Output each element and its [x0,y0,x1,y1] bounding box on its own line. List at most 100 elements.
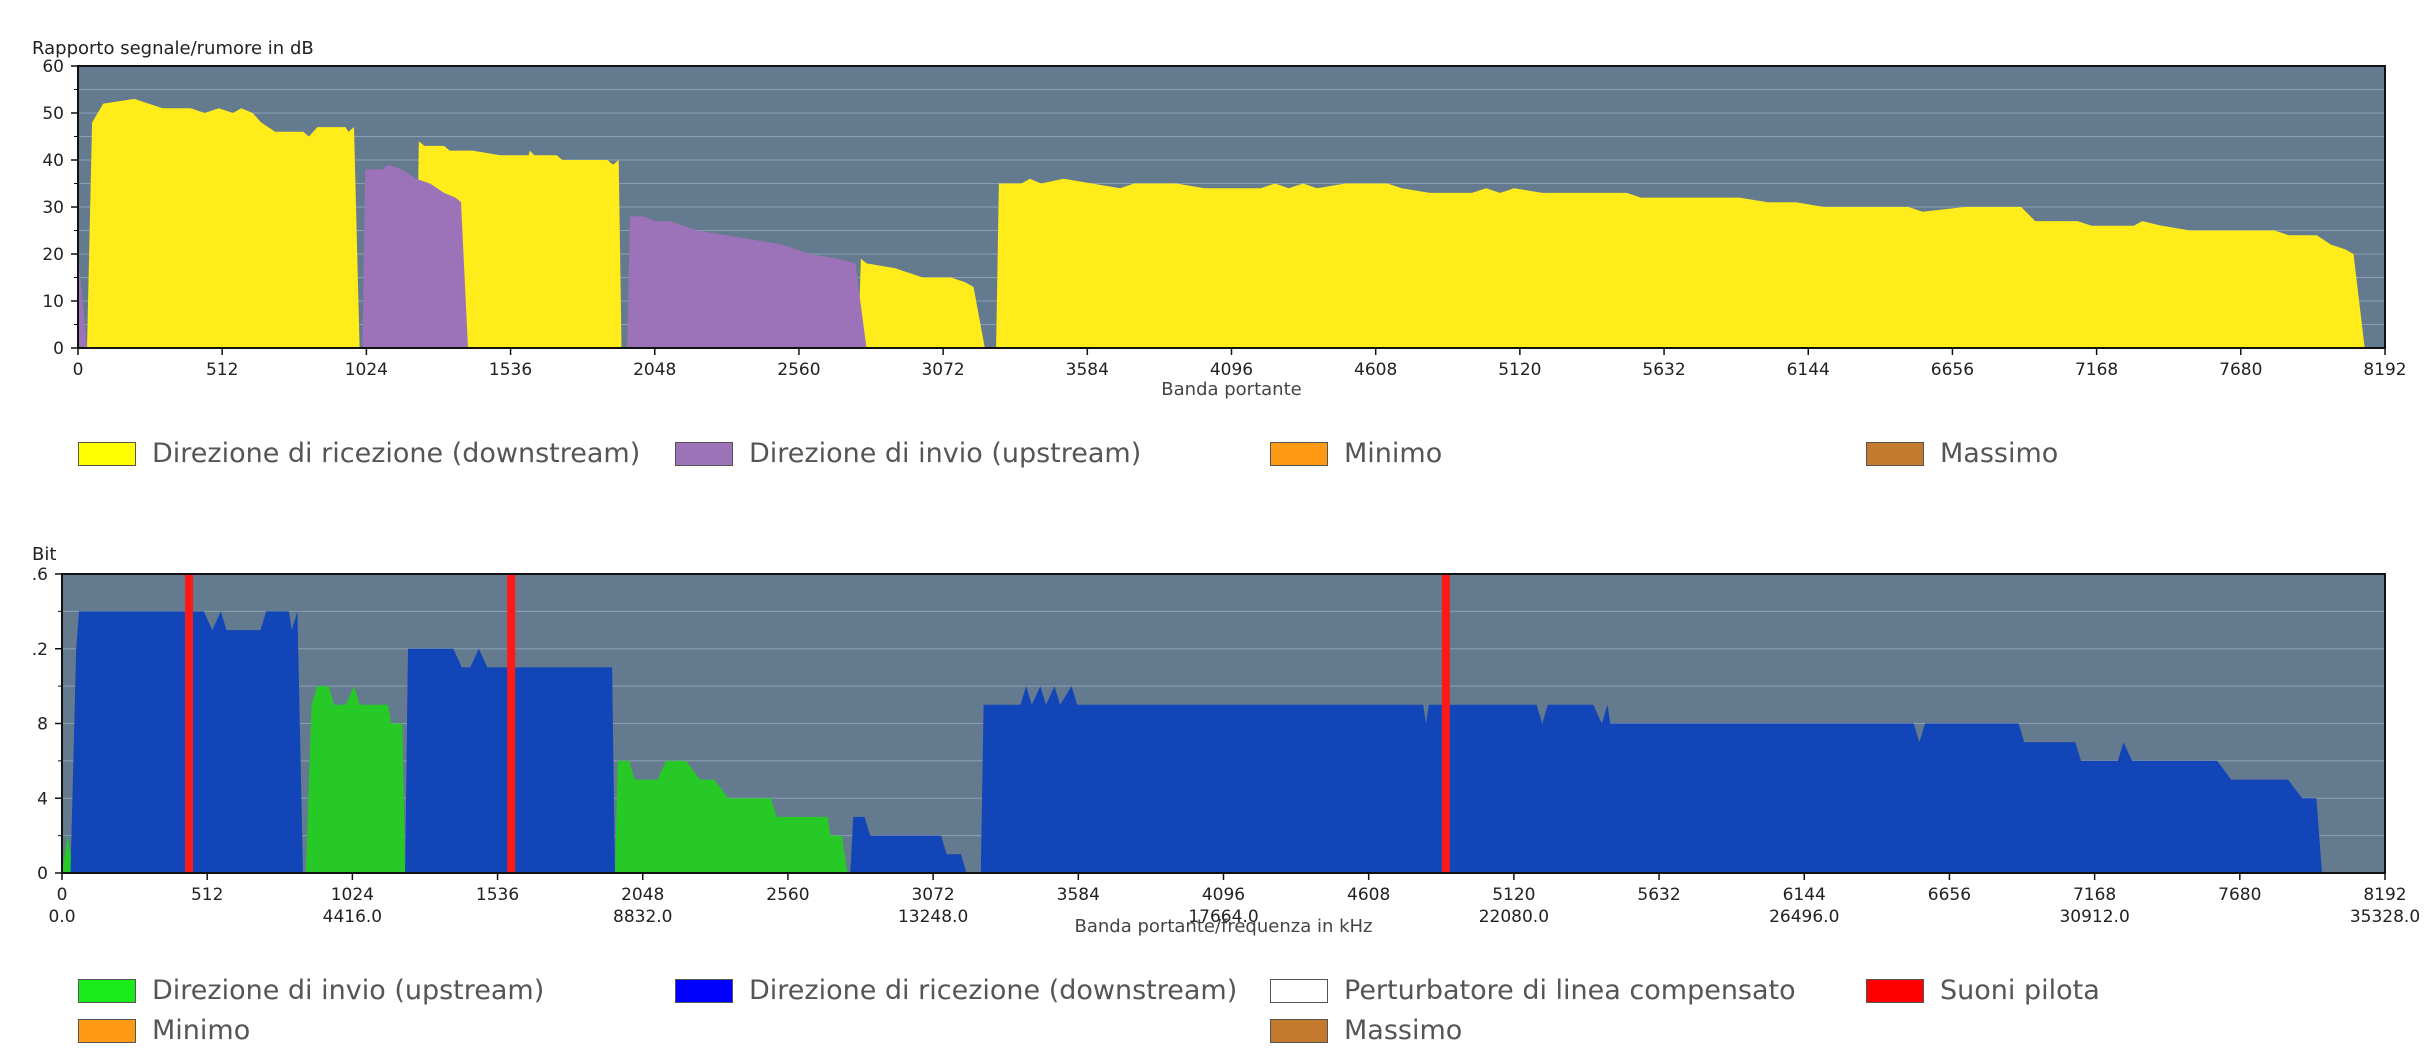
x-freq-label: 17664.0 [1188,907,1258,927]
series-area [858,258,985,348]
legend-label: Suoni pilota [1940,975,2100,1006]
x-freq-label: 0.0 [48,907,75,927]
x-axis-title: Banda portante [1161,379,1301,400]
legend-label: Minimo [152,1015,251,1046]
legend-swatch [675,978,733,1003]
x-tick-label: 4608 [1347,885,1390,905]
series-area [62,835,74,873]
y-tick-label: 4 [37,789,48,809]
series-area [362,164,468,348]
x-tick-label: 512 [206,360,238,380]
legend2-minimo: Minimo [78,1015,250,1046]
legend-label: Direzione di invio (upstream) [152,975,545,1006]
legend1-massimo: Massimo [1866,438,2058,469]
x-tick-label: 4096 [1202,885,1245,905]
y-tick-label: 0 [53,339,64,359]
x-tick-label: 2048 [621,885,664,905]
x-tick-label: 5632 [1642,360,1685,380]
legend2-perturbatore: Perturbatore di linea compensato [1270,975,1796,1006]
legend-label: Direzione di invio (upstream) [749,438,1142,469]
legend-swatch [1866,978,1924,1003]
legend2-downstream: Direzione di ricezione (downstream) [675,975,1237,1006]
y-tick-label: 30 [42,198,64,218]
legend2-massimo: Massimo [1270,1015,1462,1046]
x-freq-label: 22080.0 [1479,907,1549,927]
legend-swatch [675,441,733,466]
legend-label: Direzione di ricezione (downstream) [749,975,1238,1006]
series-area [615,760,848,873]
y-tick-label: .2 [32,640,48,660]
series-area [87,98,360,349]
x-freq-label: 35328.0 [2350,907,2420,927]
x-axis-title: Banda portante/frequenza in kHz [1075,916,1373,937]
x-tick-label: 5120 [1492,885,1535,905]
legend1-minimo: Minimo [1270,438,1442,469]
x-tick-label: 0 [73,360,84,380]
y-tick-label: .6 [32,565,48,585]
x-tick-label: 4608 [1354,360,1397,380]
legend2-upstream: Direzione di invio (upstream) [78,975,544,1006]
x-freq-label: 30912.0 [2059,907,2129,927]
x-freq-label: 13248.0 [898,907,968,927]
y-tick-label: 8 [37,715,48,735]
x-tick-label: 8192 [2363,885,2406,905]
series-area [850,816,967,873]
y-tick-label: 10 [42,292,64,312]
x-freq-label: 4416.0 [323,907,382,927]
x-tick-label: 8192 [2363,360,2406,380]
x-tick-label: 6144 [1783,885,1826,905]
x-tick-label: 0 [57,885,68,905]
x-tick-label: 3584 [1057,885,1100,905]
legend2-suoni-pilota: Suoni pilota [1866,975,2100,1006]
legend1-downstream: Direzione di ricezione (downstream) [78,438,640,469]
x-tick-label: 512 [191,885,223,905]
legend-label: Perturbatore di linea compensato [1344,975,1796,1006]
x-tick-label: 1536 [489,360,532,380]
series-area [415,141,622,348]
legend-swatch [1866,441,1924,466]
legend-swatch [1270,1018,1328,1043]
y-tick-label: 60 [42,57,64,77]
x-tick-label: 7680 [2219,360,2262,380]
legend-label: Direzione di ricezione (downstream) [152,438,641,469]
x-tick-label: 2048 [633,360,676,380]
y-axis-title: Bit [32,544,56,565]
series-area [996,178,2365,348]
x-tick-label: 7168 [2075,360,2118,380]
y-tick-label: 0 [37,864,48,884]
legend-label: Massimo [1344,1015,1463,1046]
x-tick-label: 6144 [1787,360,1830,380]
y-tick-label: 20 [42,245,64,265]
legend1-upstream: Direzione di invio (upstream) [675,438,1141,469]
x-tick-label: 6656 [1931,360,1974,380]
legend-swatch [78,1018,136,1043]
x-tick-label: 1024 [331,885,374,905]
series-area [305,686,406,873]
x-tick-label: 2560 [777,360,820,380]
x-tick-label: 3072 [911,885,954,905]
x-freq-label: 26496.0 [1769,907,1839,927]
legend-swatch [1270,978,1328,1003]
x-tick-label: 1024 [345,360,388,380]
y-tick-label: 50 [42,104,64,124]
series-area [980,686,2322,873]
x-tick-label: 5120 [1498,360,1541,380]
x-tick-label: 7168 [2073,885,2116,905]
series-area [78,254,87,348]
legend-label: Massimo [1940,438,2059,469]
x-tick-label: 6656 [1928,885,1971,905]
legend-swatch [1270,441,1328,466]
x-tick-label: 3584 [1066,360,1109,380]
x-freq-label: 8832.0 [613,907,672,927]
x-tick-label: 4096 [1210,360,1253,380]
y-axis-title: Rapporto segnale/rumore in dB [32,38,314,59]
x-tick-label: 1536 [476,885,519,905]
y-tick-label: 40 [42,151,64,171]
legend-swatch [78,978,136,1003]
legend-swatch [78,441,136,466]
x-tick-label: 2560 [766,885,809,905]
x-tick-label: 5632 [1637,885,1680,905]
series-area [627,216,867,348]
legend-label: Minimo [1344,438,1443,469]
